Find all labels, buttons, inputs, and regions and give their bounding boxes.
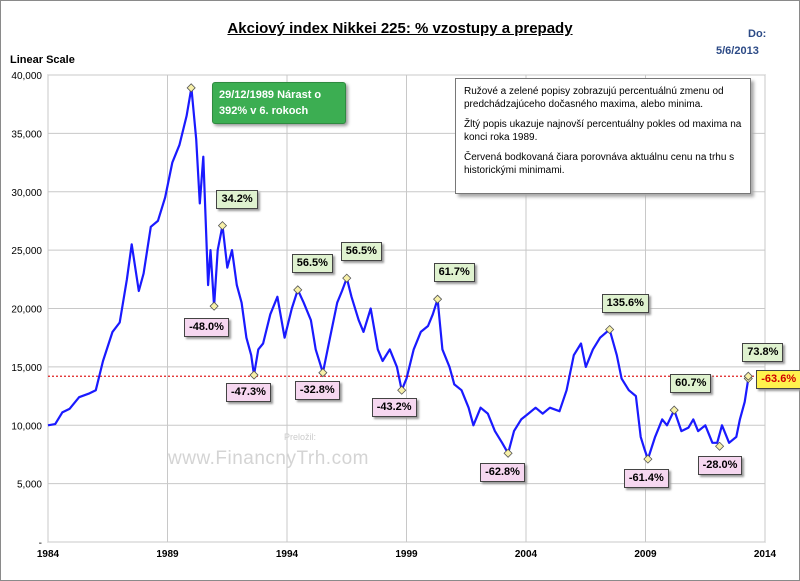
annotation-label: 135.6% (601, 293, 649, 313)
annotation-marker (669, 405, 679, 415)
note-paragraph: Žltý popis ukazuje najnovší percentuálny… (464, 119, 742, 143)
peak-callout: 29/12/1989 Nárast o 392% v 6. rokoch (212, 82, 346, 124)
watermark: www.FinancnyTrh.com (168, 448, 369, 469)
annotation-label: 73.8% (742, 342, 784, 362)
y-tick-label: 20,000 (11, 305, 42, 316)
annotation-label: 56.5% (291, 253, 333, 273)
annotation-label: 60.7% (670, 374, 712, 394)
annotation-marker (605, 324, 615, 335)
y-tick-label: 5,000 (17, 480, 42, 491)
annotation-label: -32.8% (294, 380, 340, 400)
x-tick-label: 1999 (395, 549, 418, 560)
annotation-label: -63.6% (756, 370, 800, 390)
peak-callout-line2: 392% v 6. rokoch (219, 105, 309, 117)
y-tick-label: 25,000 (11, 246, 42, 257)
annotation-label: -61.4% (623, 469, 669, 489)
annotation-marker (433, 294, 443, 304)
y-tick-label: 10,000 (11, 421, 42, 432)
annotation-marker (293, 285, 303, 295)
note-paragraph: Červená bodkovaná čiara porovnáva aktuál… (464, 152, 735, 176)
annotation-label: -62.8% (480, 463, 525, 483)
annotation-label: 34.2% (216, 189, 258, 209)
annotation-marker (249, 370, 259, 380)
y-tick-label: 30,000 (11, 188, 42, 199)
annotation-label: -43.2% (371, 398, 417, 418)
annotation-marker (217, 221, 228, 231)
note-paragraph: Ružové a zelené popisy zobrazujú percent… (464, 86, 724, 110)
x-tick-label: 1984 (37, 549, 60, 560)
date-label: Do: (748, 28, 767, 40)
info-note: Ružové a zelené popisy zobrazujú percent… (455, 78, 751, 194)
annotation-marker (643, 454, 653, 464)
x-tick-label: 1989 (156, 549, 179, 560)
scale-label: Linear Scale (10, 54, 75, 66)
x-tick-label: 2009 (634, 549, 657, 560)
y-tick-label: 40,000 (11, 71, 42, 82)
annotation-label: -48.0% (184, 318, 229, 338)
annotation-marker (186, 83, 196, 93)
annotation-marker (209, 301, 219, 311)
annotation-marker (743, 371, 753, 381)
annotation-marker (715, 441, 725, 451)
chart-title: Akciový index Nikkei 225: % vzostupy a p… (227, 20, 573, 37)
watermark-label: Preložil: (284, 432, 317, 442)
x-tick-label: 2004 (515, 549, 538, 560)
annotation-marker (397, 385, 407, 395)
annotation-label: 56.5% (340, 242, 382, 262)
date-value: 5/6/2013 (716, 45, 759, 57)
annotation-label: 61.7% (433, 263, 475, 283)
annotation-label: -47.3% (226, 383, 271, 403)
y-tick-label: 15,000 (11, 363, 42, 374)
x-tick-label: 1994 (276, 549, 299, 560)
annotation-marker (318, 368, 328, 378)
x-tick-label: 2014 (754, 549, 777, 560)
y-tick-label: - (39, 538, 42, 549)
annotation-marker (503, 448, 513, 458)
y-tick-label: 35,000 (11, 129, 42, 140)
series-line (47, 86, 750, 461)
peak-callout-line1: 29/12/1989 Nárast o (219, 89, 322, 101)
annotation-label: -28.0% (697, 456, 743, 476)
annotation-marker (342, 273, 352, 283)
